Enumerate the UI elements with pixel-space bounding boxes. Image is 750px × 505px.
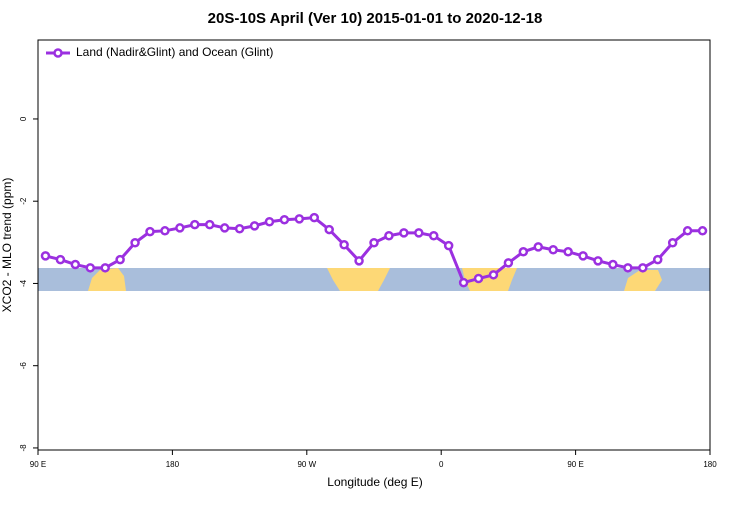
x-tick-label: 0 (439, 460, 444, 469)
x-tick-label: 180 (703, 460, 717, 469)
data-point (503, 258, 514, 268)
data-point (324, 224, 334, 235)
data-point (55, 254, 66, 265)
data-point (667, 237, 678, 248)
data-point (623, 263, 633, 273)
land-area (327, 268, 390, 291)
land-area (462, 268, 517, 291)
y-tick-label: -2 (19, 197, 28, 205)
data-point (682, 226, 693, 236)
data-point (100, 263, 110, 273)
data-point (160, 226, 170, 236)
y-tick-label: 0 (19, 116, 28, 121)
land-area (88, 268, 126, 291)
data-point (85, 263, 96, 273)
data-point (130, 237, 140, 248)
data-point (578, 251, 588, 261)
data-point (443, 240, 454, 251)
data-point (652, 254, 663, 265)
x-tick-label: 180 (166, 460, 180, 469)
data-point (399, 228, 409, 238)
data-point (249, 221, 260, 231)
data-point (115, 254, 125, 265)
data-point (145, 226, 155, 237)
land-area (624, 270, 662, 291)
data-point (369, 237, 379, 248)
y-tick-label: -8 (19, 444, 28, 452)
y-axis-label: XCO2 - MLO trend (ppm) (0, 178, 14, 313)
legend-label: Land (Nadir&Glint) and Ocean (Glint) (76, 45, 273, 59)
y-tick-label: -4 (19, 279, 28, 287)
data-point (414, 228, 424, 238)
data-point (354, 256, 364, 266)
x-tick-label: 90 E (30, 460, 46, 469)
data-point (638, 263, 648, 273)
x-tick-label: 90 E (567, 460, 583, 469)
data-point (518, 247, 529, 257)
data-point (175, 223, 185, 233)
data-point (473, 273, 484, 284)
data-point (234, 224, 245, 234)
legend-marker (53, 48, 63, 58)
data-point (309, 212, 320, 223)
data-point (294, 214, 305, 224)
chart-title: 20S-10S April (Ver 10) 2015-01-01 to 202… (208, 10, 543, 27)
data-point (697, 226, 708, 236)
data-point (219, 223, 230, 233)
data-point (548, 244, 558, 255)
y-tick-label: -6 (19, 362, 28, 370)
data-point (339, 240, 349, 250)
data-point (458, 277, 469, 288)
data-point (384, 230, 394, 241)
data-point (593, 256, 603, 266)
data-point (488, 270, 499, 280)
data-point (279, 214, 290, 225)
data-point (190, 219, 200, 230)
land-mask (38, 268, 710, 291)
data-point (608, 259, 618, 270)
data-point (204, 219, 215, 230)
data-point (533, 242, 544, 252)
data-point (563, 247, 573, 257)
data-point (40, 251, 51, 261)
x-axis-label: Longitude (deg E) (327, 475, 422, 489)
data-point (264, 217, 275, 227)
x-tick-label: 90 W (297, 460, 316, 469)
plot-frame (37, 39, 711, 451)
data-point (428, 230, 439, 241)
data-point (70, 259, 81, 270)
